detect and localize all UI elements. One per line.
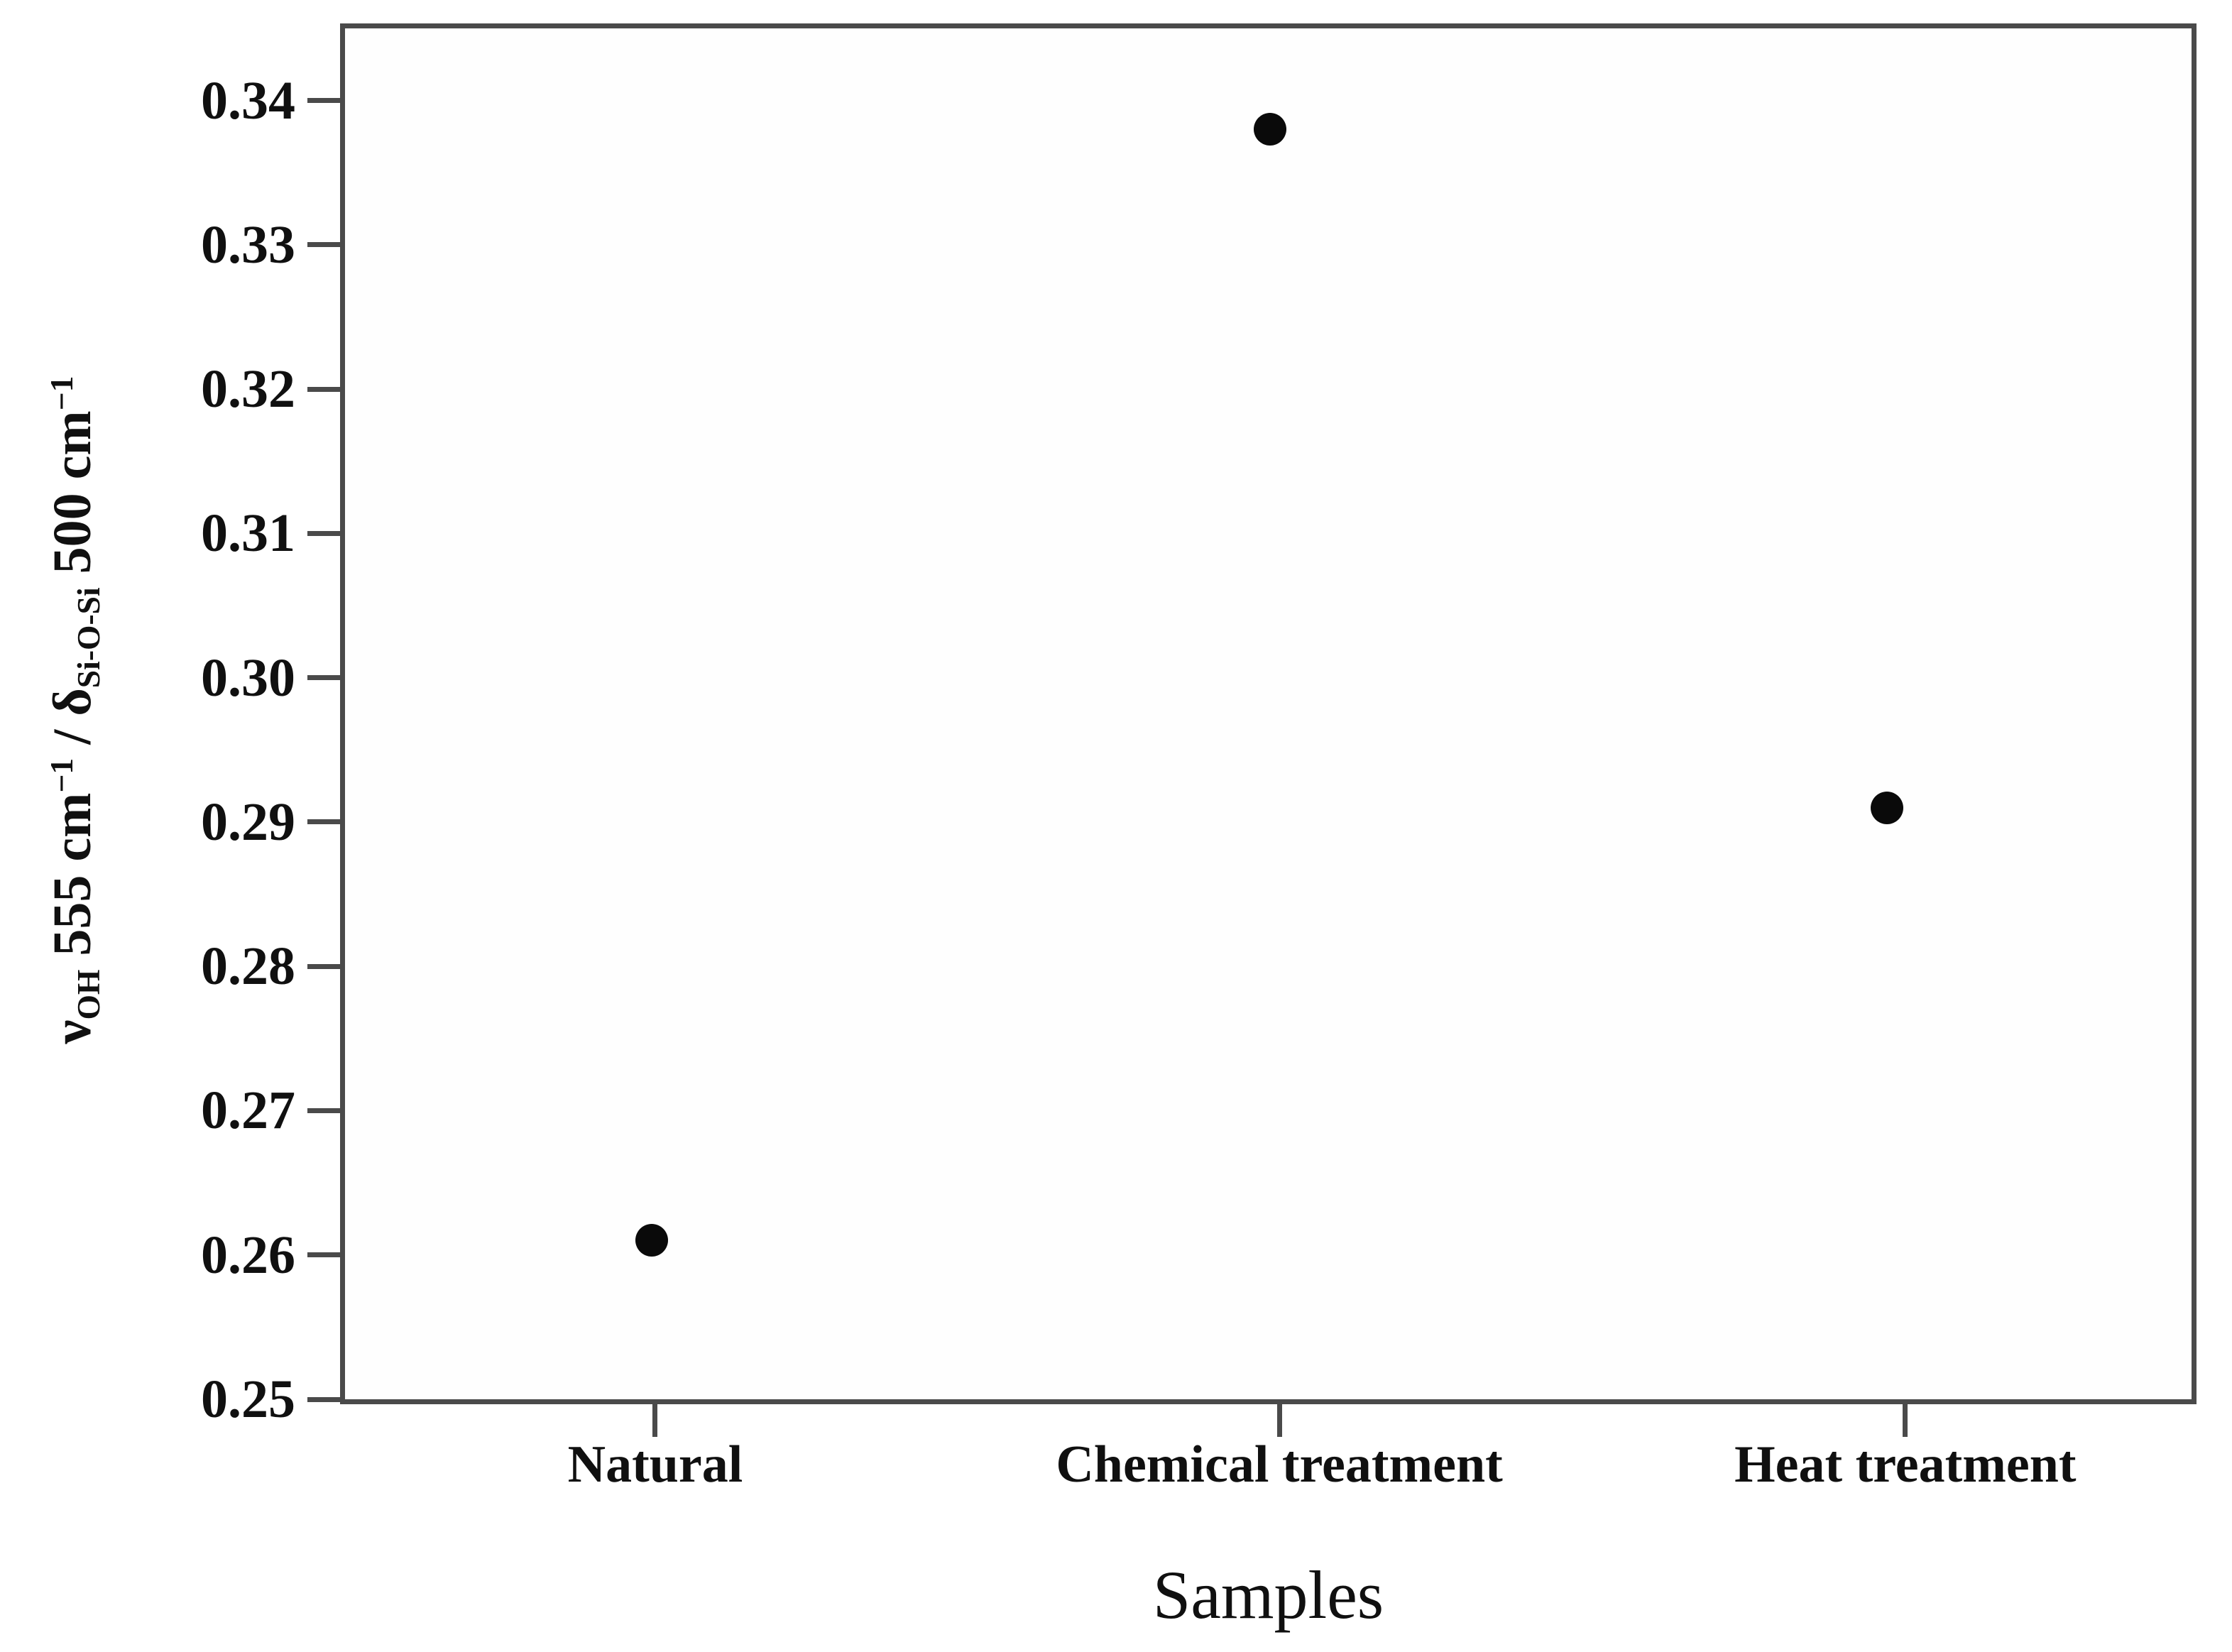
y-tick [307, 1107, 340, 1113]
y-tick [307, 98, 340, 104]
y-tick-label: 0.33 [201, 214, 295, 275]
y-tick [307, 819, 340, 825]
y-tick-label: 0.26 [201, 1225, 295, 1285]
y-tick-label: 0.30 [201, 647, 295, 708]
x-tick-label: Heat treatment [1734, 1435, 2077, 1494]
y-tick [307, 386, 340, 392]
y-tick [307, 242, 340, 248]
y-tick [307, 675, 340, 681]
x-tick [652, 1404, 658, 1437]
y-tick [307, 1252, 340, 1258]
x-tick-label: Chemical treatment [1056, 1435, 1503, 1494]
data-point [1870, 791, 1903, 824]
x-tick-label: Natural [567, 1435, 743, 1494]
y-axis-label-text: νOH 555 cm−1 / δSi-O-Si 500 cm−1 [43, 376, 106, 1044]
y-axis-label: νOH 555 cm−1 / δSi-O-Si 500 cm−1 [43, 376, 106, 1044]
data-point [1254, 113, 1287, 146]
y-tick-label: 0.29 [201, 792, 295, 852]
y-tick [307, 1396, 340, 1402]
y-tick-label: 0.31 [201, 503, 295, 564]
y-tick-label: 0.28 [201, 936, 295, 997]
x-tick [1903, 1404, 1908, 1437]
x-tick [1276, 1404, 1282, 1437]
y-tick-label: 0.32 [201, 359, 295, 420]
x-axis-label: Samples [1152, 1557, 1384, 1633]
y-tick [307, 963, 340, 969]
y-tick-label: 0.34 [201, 70, 295, 131]
data-point [635, 1224, 668, 1257]
y-tick [307, 530, 340, 536]
y-tick-label: 0.25 [201, 1369, 295, 1429]
plot-area: Samples 0.25 0.26 0.27 0.28 0.29 0.30 0.31 0.32… [201, 23, 2197, 1629]
y-tick-label: 0.27 [201, 1081, 295, 1141]
